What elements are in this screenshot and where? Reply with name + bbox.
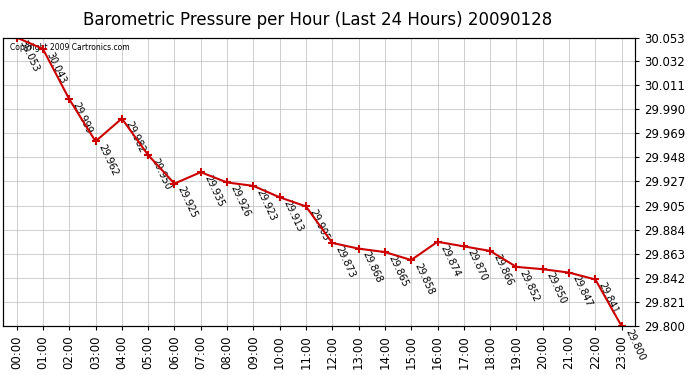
- Text: 29.847: 29.847: [571, 274, 594, 309]
- Text: 30.053: 30.053: [18, 39, 41, 74]
- Text: 29.926: 29.926: [228, 184, 252, 219]
- Text: 29.852: 29.852: [518, 268, 541, 303]
- Text: 29.800: 29.800: [623, 328, 647, 363]
- Text: 29.874: 29.874: [439, 243, 462, 278]
- Text: 30.043: 30.043: [44, 50, 68, 85]
- Text: 29.905: 29.905: [307, 208, 331, 243]
- Text: 29.873: 29.873: [334, 244, 357, 279]
- Text: 29.841: 29.841: [597, 281, 620, 316]
- Text: 29.850: 29.850: [544, 271, 567, 306]
- Text: Copyright 2009 Cartronics.com: Copyright 2009 Cartronics.com: [10, 43, 130, 52]
- Text: 29.865: 29.865: [386, 254, 410, 288]
- Text: 29.868: 29.868: [360, 250, 384, 285]
- Text: 29.950: 29.950: [150, 156, 173, 191]
- Text: 29.935: 29.935: [202, 174, 226, 208]
- Text: 29.982: 29.982: [124, 120, 146, 155]
- Text: 29.962: 29.962: [97, 143, 120, 178]
- Text: 29.858: 29.858: [413, 261, 436, 296]
- Text: 29.999: 29.999: [70, 100, 94, 135]
- Text: 29.870: 29.870: [465, 248, 489, 283]
- Text: 29.923: 29.923: [255, 187, 278, 222]
- Text: 29.925: 29.925: [176, 185, 199, 220]
- Text: 29.866: 29.866: [491, 252, 515, 287]
- Text: Barometric Pressure per Hour (Last 24 Hours) 20090128: Barometric Pressure per Hour (Last 24 Ho…: [83, 11, 552, 29]
- Text: 29.913: 29.913: [281, 199, 304, 234]
